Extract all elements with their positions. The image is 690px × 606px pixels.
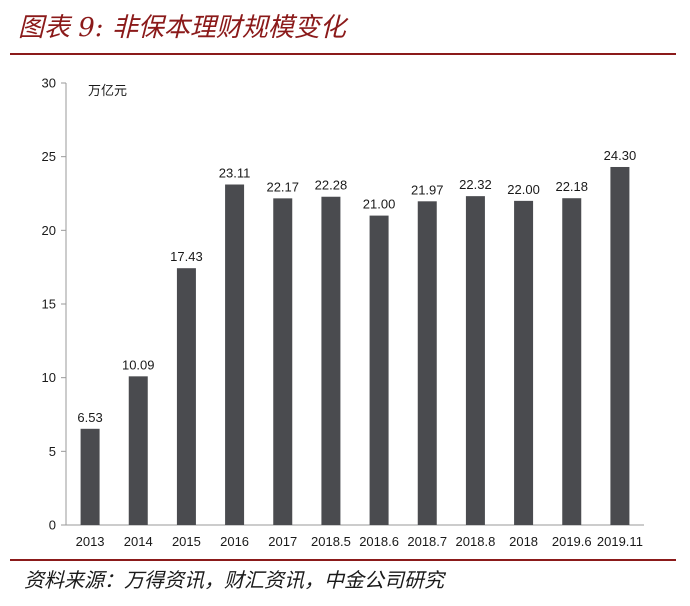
y-tick-label: 30 (42, 76, 56, 91)
bar (465, 196, 485, 526)
x-tick-label: 2018 (509, 534, 538, 549)
bar-value-label: 22.17 (266, 179, 299, 194)
bar (514, 200, 534, 525)
bar-value-label: 6.53 (77, 410, 102, 425)
bar-chart: 0 5 10 15 20 25 30 万亿元 6.53 2013 10.09 2014 17.43 201… (42, 76, 644, 549)
x-tick-label: 2015 (172, 534, 201, 549)
bar (176, 268, 196, 525)
x-tick-label: 2019.11 (597, 534, 643, 549)
bar (610, 166, 630, 526)
y-tick-label: 5 (49, 444, 56, 459)
bar (225, 184, 245, 525)
bar (417, 201, 437, 526)
x-tick-label: 2014 (124, 534, 153, 549)
unit-label: 万亿元 (88, 84, 127, 99)
source-divider (10, 559, 676, 561)
bar-value-label: 23.11 (219, 166, 251, 181)
x-tick-label: 2013 (76, 534, 105, 549)
y-tick-label: 15 (42, 297, 56, 312)
y-tick-label: 20 (42, 223, 56, 238)
y-tick-label: 25 (42, 149, 56, 164)
y-tick-label: 10 (42, 370, 56, 385)
x-tick-label: 2018.8 (456, 534, 496, 549)
figure-title: 图表 9: 非保本理财规模变化 (18, 13, 346, 43)
bar (562, 198, 582, 525)
bar-value-label: 22.00 (507, 182, 540, 197)
bar (80, 428, 100, 525)
bar-value-label: 22.18 (555, 179, 588, 194)
bar-value-label: 10.09 (122, 357, 155, 372)
bar-value-label: 24.30 (604, 148, 637, 163)
x-tick-label: 2019.6 (552, 534, 592, 549)
x-tick-label: 2016 (220, 534, 249, 549)
bar-value-label: 17.43 (170, 249, 203, 264)
bar (128, 376, 148, 525)
bar-value-label: 22.32 (459, 177, 492, 192)
title-divider (10, 53, 676, 55)
x-tick-label: 2017 (268, 534, 297, 549)
bar-value-label: 21.00 (363, 197, 396, 212)
bar-value-label: 22.28 (315, 178, 348, 193)
source-note: 资料来源：万得资讯，财汇资讯，中金公司研究 (24, 568, 444, 592)
x-tick-label: 2018.7 (407, 534, 447, 549)
bar (369, 215, 389, 525)
y-tick-label: 0 (49, 518, 56, 533)
bar (273, 198, 293, 525)
bar-value-label: 21.97 (411, 182, 444, 197)
bar (321, 196, 341, 525)
x-tick-label: 2018.5 (311, 534, 351, 549)
x-tick-label: 2018.6 (359, 534, 399, 549)
